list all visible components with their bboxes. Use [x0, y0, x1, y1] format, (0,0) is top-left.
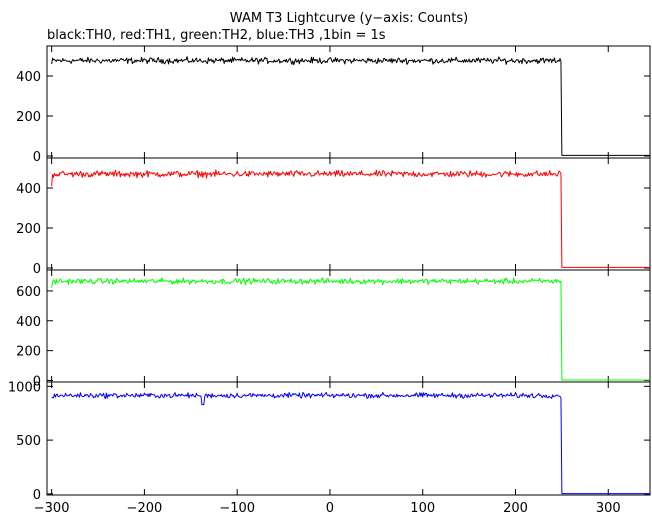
panel-th3: 0 500 1000 [8, 380, 651, 503]
x-tick-label: −300 [34, 501, 70, 515]
panels-layer: 0 200 400 0 200 400 0 200 400 600 0 500 1000 [8, 45, 651, 503]
y-tick-label: 200 [16, 345, 41, 360]
y-tick-label: 400 [16, 315, 41, 330]
y-tick-label: 1000 [8, 380, 41, 395]
y-tick-label: 400 [16, 70, 41, 85]
y-tick-label: 200 [16, 222, 41, 237]
x-tick-label: 0 [326, 501, 334, 515]
x-tick-label: 300 [596, 501, 621, 515]
y-tick-label: 500 [16, 434, 41, 449]
y-tick-label: 0 [33, 488, 41, 503]
series-line-th1 [51, 169, 650, 268]
panel-frame [46, 269, 651, 383]
y-tick-label: 0 [33, 375, 41, 390]
x-axis: −300 −200 −100 0 100 200 300 [34, 501, 621, 515]
panel-frame [46, 45, 651, 159]
chart-subtitle: black:TH0, red:TH1, green:TH2, blue:TH3 … [47, 28, 386, 43]
y-tick-label: 0 [33, 150, 41, 165]
panel-th2: 0 200 400 600 [16, 269, 651, 390]
x-tick-label: 100 [410, 501, 435, 515]
series-line-th3 [51, 391, 650, 495]
x-tick-label: −100 [219, 501, 255, 515]
panel-th0: 0 200 400 [16, 45, 651, 165]
series-line-th2 [51, 277, 650, 381]
panel-frame [46, 381, 651, 496]
y-tick-label: 200 [16, 110, 41, 125]
panel-th1: 0 200 400 [16, 157, 651, 277]
y-tick-label: 0 [33, 262, 41, 277]
chart-title: WAM T3 Lightcurve (y−axis: Counts) [230, 11, 468, 26]
y-tick-label: 600 [16, 285, 41, 300]
series-line-th0 [51, 56, 650, 156]
x-tick-label: −200 [127, 501, 163, 515]
x-tick-label: 200 [503, 501, 528, 515]
y-tick-label: 400 [16, 182, 41, 197]
